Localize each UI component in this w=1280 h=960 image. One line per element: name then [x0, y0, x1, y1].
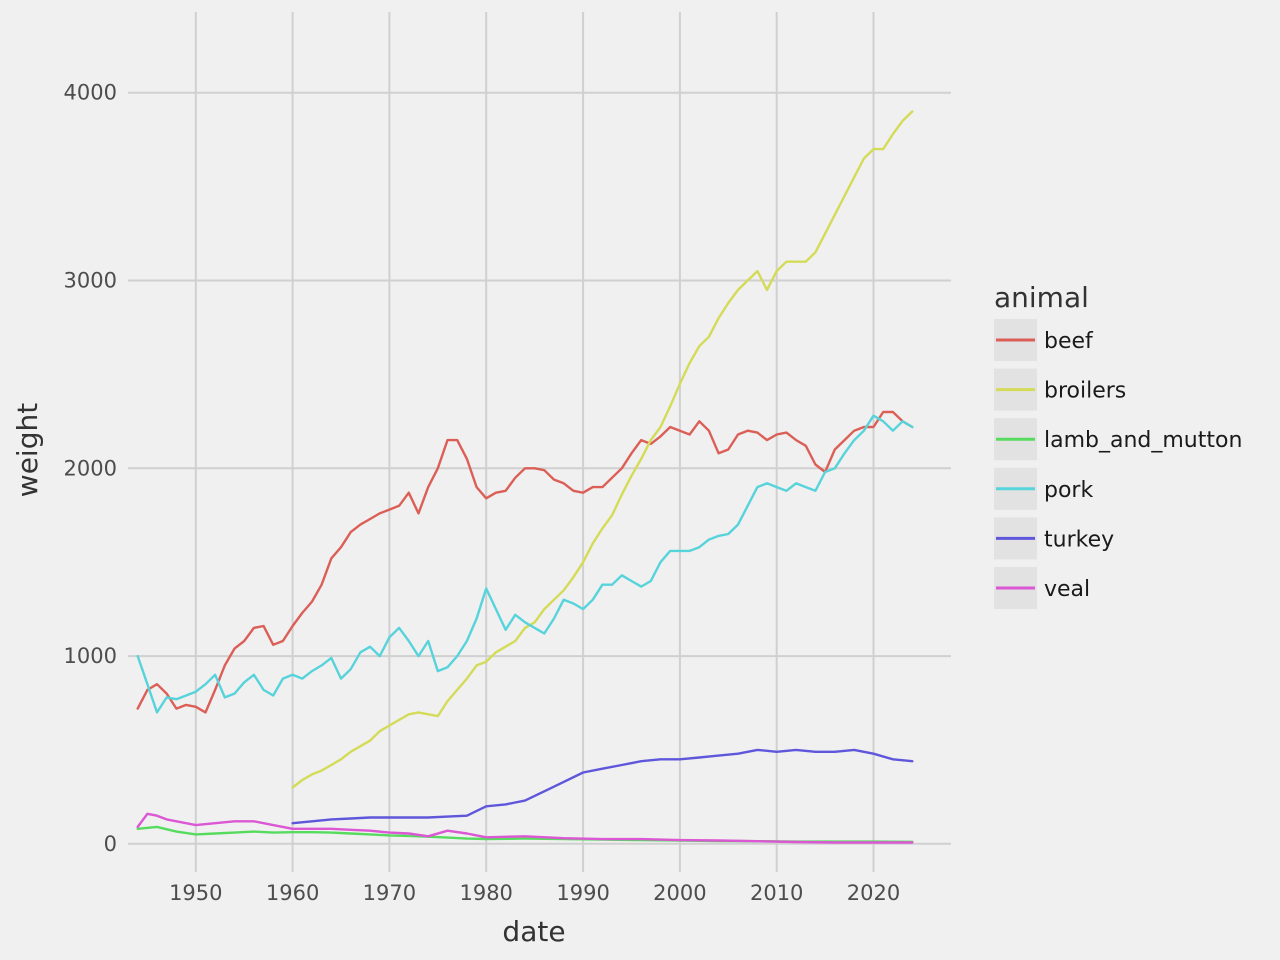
legend-label-veal: veal [1044, 577, 1090, 602]
y-tick-label: 0 [104, 832, 117, 856]
y-tick-label: 4000 [64, 81, 117, 105]
series-line-beef [136, 410, 914, 714]
series-line-broilers [291, 110, 914, 789]
x-tick-label: 1990 [556, 881, 609, 905]
legend-label-pork: pork [1044, 478, 1093, 503]
y-axis-title: weight [11, 403, 44, 497]
legend-label-lamb-and-mutton: lamb_and_mutton [1044, 428, 1242, 453]
x-tick-label: 1970 [363, 881, 416, 905]
series-line-turkey [291, 748, 914, 825]
y-tick-label: 1000 [64, 644, 117, 668]
legend-label-broilers: broilers [1044, 379, 1126, 404]
x-tick-label: 2010 [750, 881, 803, 905]
x-tick-label: 1960 [266, 881, 319, 905]
x-tick-label: 2000 [653, 881, 706, 905]
x-axis-title: date [502, 915, 565, 948]
y-tick-label: 3000 [64, 269, 117, 293]
tick-labels: 1950 1960 1970 1980 1990 2000 2010 2020 0 1000 200… [64, 81, 901, 905]
series-line-pork [136, 414, 914, 714]
x-tick-label: 1950 [169, 881, 222, 905]
series-lines [136, 110, 914, 844]
legend-label-turkey: turkey [1044, 527, 1114, 552]
x-tick-label: 2020 [847, 881, 900, 905]
x-tick-label: 1980 [459, 881, 512, 905]
y-tick-label: 2000 [64, 456, 117, 480]
legend-label-beef: beef [1044, 329, 1094, 354]
legend-title: animal [994, 281, 1089, 314]
series-line-veal [136, 812, 914, 844]
